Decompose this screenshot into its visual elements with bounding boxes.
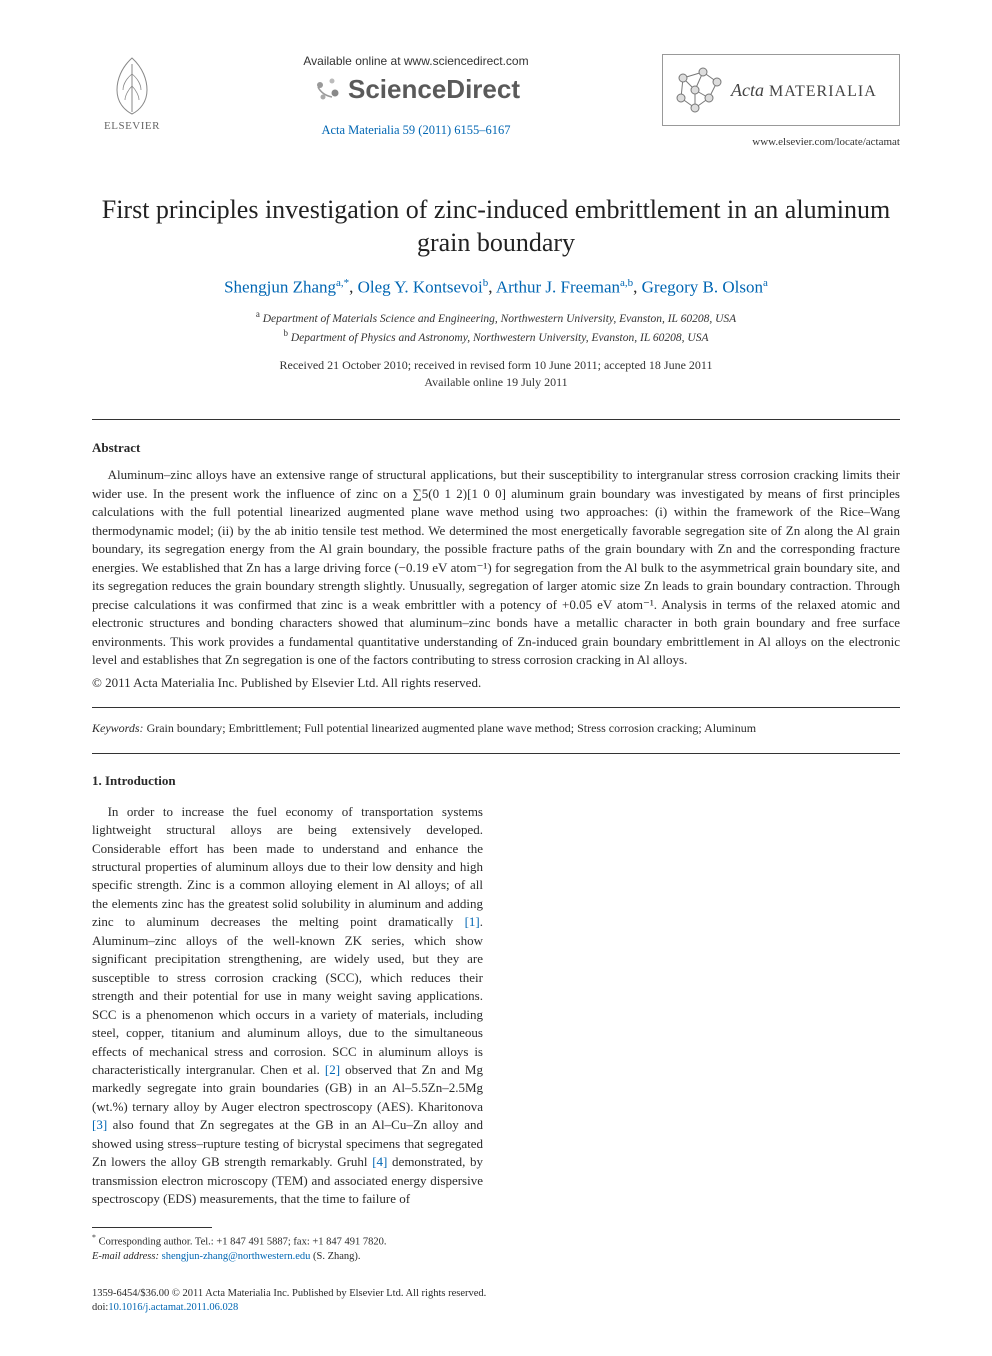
sciencedirect-logo: ScienceDirect xyxy=(312,74,520,105)
available-online-text: Available online at www.sciencedirect.co… xyxy=(303,54,528,68)
doi-link[interactable]: 10.1016/j.actamat.2011.06.028 xyxy=(108,1302,238,1313)
affiliations: a Department of Materials Science and En… xyxy=(92,308,900,347)
footnote-rule xyxy=(92,1227,212,1228)
paper-title: First principles investigation of zinc-i… xyxy=(92,194,900,259)
rule xyxy=(92,753,900,754)
body-columns: 1. Introduction In order to increase the… xyxy=(92,772,900,1208)
crystal-lattice-icon xyxy=(673,64,725,116)
header-row: ELSEVIER Available online at www.science… xyxy=(92,54,900,148)
keywords-text: Grain boundary; Embrittlement; Full pote… xyxy=(144,721,757,735)
paper-page: ELSEVIER Available online at www.science… xyxy=(0,0,992,1356)
available-line: Available online 19 July 2011 xyxy=(424,375,567,389)
rule xyxy=(92,419,900,420)
journal-banner: Acta MATERIALIA xyxy=(662,54,900,126)
author-link[interactable]: Gregory B. Olson xyxy=(642,278,763,297)
intro-heading: 1. Introduction xyxy=(92,772,483,790)
page-footer: 1359-6454/$36.00 © 2011 Acta Materialia … xyxy=(92,1287,900,1316)
keywords-line: Keywords: Grain boundary; Embrittlement;… xyxy=(92,720,900,737)
journal-block: Acta MATERIALIA www.elsevier.com/locate/… xyxy=(660,54,900,148)
author-link[interactable]: Arthur J. Freeman xyxy=(496,278,620,297)
sciencedirect-text: ScienceDirect xyxy=(348,74,520,105)
author-email-link[interactable]: shengjun-zhang@northwestern.edu xyxy=(162,1251,311,1262)
citation-link[interactable]: Acta Materialia 59 (2011) 6155–6167 xyxy=(321,123,510,138)
journal-title-smallcaps: MATERIALIA xyxy=(764,83,877,100)
corresponding-author-footnote: * Corresponding author. Tel.: +1 847 491… xyxy=(92,1232,900,1265)
received-line: Received 21 October 2010; received in re… xyxy=(280,358,713,372)
ref-link[interactable]: [1] xyxy=(465,914,480,929)
abstract-heading: Abstract xyxy=(92,440,900,456)
article-dates: Received 21 October 2010; received in re… xyxy=(92,357,900,392)
doi-label: doi: xyxy=(92,1302,108,1313)
author-link[interactable]: Oleg Y. Kontsevoi xyxy=(358,278,483,297)
abstract-copyright: © 2011 Acta Materialia Inc. Published by… xyxy=(92,675,900,691)
sciencedirect-icon xyxy=(312,75,342,105)
center-header: Available online at www.sciencedirect.co… xyxy=(172,54,660,138)
elsevier-tree-icon xyxy=(103,54,161,118)
issn-copyright: 1359-6454/$36.00 © 2011 Acta Materialia … xyxy=(92,1288,486,1299)
author-list: Shengjun Zhanga,*, Oleg Y. Kontsevoib, A… xyxy=(92,277,900,298)
ref-link[interactable]: [4] xyxy=(372,1154,387,1169)
ref-link[interactable]: [2] xyxy=(325,1062,340,1077)
journal-title: Acta MATERIALIA xyxy=(731,80,877,101)
affiliation-text: Department of Materials Science and Engi… xyxy=(263,312,736,324)
elsevier-logo-block: ELSEVIER xyxy=(92,54,172,132)
journal-title-italic: Acta xyxy=(731,80,764,100)
rule xyxy=(92,707,900,708)
intro-paragraph: In order to increase the fuel economy of… xyxy=(92,803,483,1209)
elsevier-label: ELSEVIER xyxy=(104,120,160,132)
email-label: E-mail address: xyxy=(92,1251,159,1262)
journal-url: www.elsevier.com/locate/actamat xyxy=(752,136,900,148)
affiliation-text: Department of Physics and Astronomy, Nor… xyxy=(291,332,709,344)
keywords-label: Keywords: xyxy=(92,721,144,735)
abstract-text: Aluminum–zinc alloys have an extensive r… xyxy=(92,466,900,669)
author-link[interactable]: Shengjun Zhang xyxy=(224,278,336,297)
ref-link[interactable]: [3] xyxy=(92,1117,107,1132)
